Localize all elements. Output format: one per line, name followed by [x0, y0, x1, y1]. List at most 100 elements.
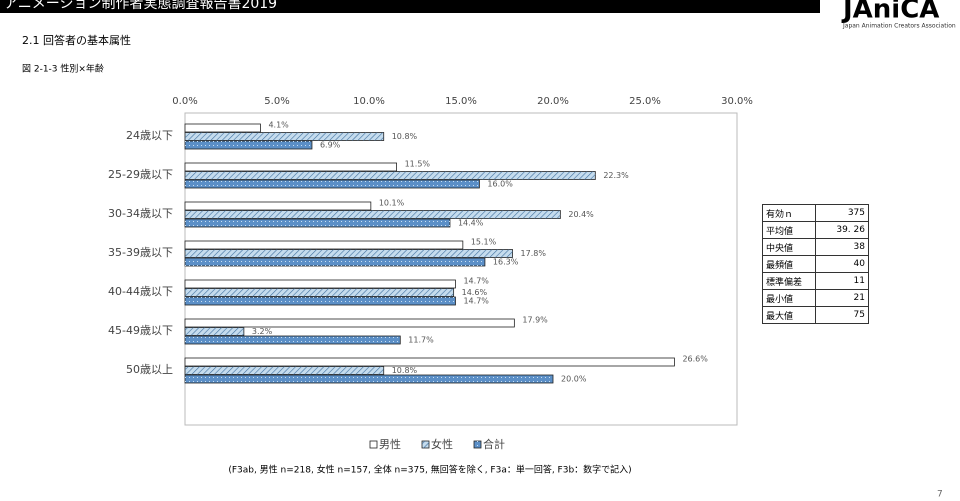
page-number: 7 — [937, 490, 943, 500]
value-label: 14.4% — [458, 219, 484, 228]
table-row: 標準偏差 11 — [762, 272, 869, 290]
stat-value: 75 — [815, 306, 869, 324]
value-label: 17.9% — [522, 316, 548, 325]
value-label: 16.0% — [487, 180, 513, 189]
y-tick-label: 30-34歳以下 — [108, 207, 173, 220]
stat-value: 21 — [815, 289, 869, 307]
legend-swatch-pattern — [474, 441, 481, 448]
y-tick-label: 50歳以上 — [126, 363, 173, 376]
bar-pattern — [185, 210, 561, 219]
value-label: 14.7% — [463, 277, 489, 286]
bar — [184, 357, 675, 367]
bar-group — [184, 162, 398, 172]
value-label: 3.2% — [252, 327, 273, 336]
bar-group — [184, 240, 464, 250]
stat-label: 最小値 — [762, 289, 816, 307]
value-label: 22.3% — [603, 171, 629, 180]
bar-group — [184, 279, 456, 289]
section-title: 2.1 回答者の基本属性 — [22, 33, 131, 47]
bar-pattern — [185, 141, 312, 149]
x-tick-label: 0.0% — [172, 96, 197, 107]
bar — [184, 240, 464, 250]
bar-pattern — [185, 132, 384, 141]
table-row: 平均値 39. 26 — [762, 221, 869, 239]
y-tick-label: 35-39歳以下 — [108, 246, 173, 259]
bar-pattern — [185, 336, 401, 344]
value-label: 10.8% — [392, 366, 418, 375]
bar-pattern — [185, 288, 454, 297]
bar — [184, 279, 456, 289]
header-bar — [0, 0, 820, 13]
x-tick-label: 15.0% — [445, 96, 477, 107]
value-label: 14.6% — [462, 288, 488, 297]
stat-label: 平均値 — [762, 221, 816, 239]
bar — [184, 123, 261, 133]
bar — [184, 162, 398, 172]
bar-group — [184, 335, 401, 345]
stat-value: 38 — [815, 238, 869, 256]
legend-label: 男性 — [379, 437, 401, 451]
value-label: 6.9% — [320, 141, 341, 150]
bar-pattern — [185, 327, 244, 336]
value-label: 20.0% — [561, 375, 587, 384]
legend-swatch-pattern — [422, 441, 429, 448]
bar-group — [184, 374, 554, 384]
bar-group — [184, 171, 596, 180]
table-row: 中央値 38 — [762, 238, 869, 256]
bar-pattern — [185, 171, 596, 180]
bar-group — [184, 140, 313, 150]
table-row: 最小値 21 — [762, 289, 869, 307]
value-label: 11.7% — [408, 336, 434, 345]
bar-group — [184, 179, 480, 189]
plot-frame — [184, 112, 738, 426]
bar — [184, 318, 515, 328]
value-label: 20.4% — [568, 210, 594, 219]
bar-group — [184, 327, 245, 336]
x-tick-label: 25.0% — [629, 96, 661, 107]
value-label: 11.5% — [405, 160, 431, 169]
stats-table: 有効ｎ 375 平均値 39. 26 中央値 38 最頻値 40 標準偏差 11 最小値 21 最大値 7… — [762, 204, 869, 324]
bar-group — [184, 357, 675, 367]
bar-group — [184, 210, 561, 219]
header-title: アニメーション制作者実態調査報告書2019 — [4, 0, 277, 12]
stat-label: 有効ｎ — [762, 204, 816, 222]
stat-label: 最大値 — [762, 306, 816, 324]
bar-group — [184, 366, 385, 375]
bar-group — [184, 318, 515, 328]
figure-title: 図 2-1-3 性別×年齢 — [22, 63, 104, 75]
table-row: 最頻値 40 — [762, 255, 869, 273]
value-label: 26.6% — [682, 355, 708, 364]
bar-pattern — [185, 219, 450, 227]
y-tick-label: 24歳以下 — [126, 129, 173, 142]
table-row: 最大値 75 — [762, 306, 869, 324]
value-label: 14.7% — [463, 297, 489, 306]
stat-label: 標準偏差 — [762, 272, 816, 290]
y-tick-label: 25-29歳以下 — [108, 168, 173, 181]
value-label: 15.1% — [471, 238, 497, 247]
value-label: 10.1% — [379, 199, 405, 208]
bar-group — [184, 249, 513, 258]
legend-label: 合計 — [483, 437, 505, 451]
bar — [184, 201, 372, 211]
legend-label: 女性 — [431, 437, 453, 451]
stat-label: 最頻値 — [762, 255, 816, 273]
value-label: 10.8% — [392, 132, 418, 141]
logo: JAniCA — [841, 0, 939, 25]
value-label: 4.1% — [268, 121, 289, 130]
table-row: 有効ｎ 375 — [762, 204, 869, 222]
stat-value: 40 — [815, 255, 869, 273]
x-tick-label: 30.0% — [721, 96, 753, 107]
value-label: 17.8% — [521, 249, 547, 258]
bar-group — [184, 288, 455, 297]
bar-pattern — [185, 258, 485, 266]
bar-pattern — [185, 249, 513, 258]
bar-group — [184, 296, 456, 306]
legend-swatch — [369, 440, 378, 449]
value-label: 16.3% — [493, 258, 519, 267]
bar-group — [184, 218, 451, 228]
bar-pattern — [185, 180, 480, 188]
x-tick-label: 20.0% — [537, 96, 569, 107]
bar-pattern — [185, 366, 384, 375]
